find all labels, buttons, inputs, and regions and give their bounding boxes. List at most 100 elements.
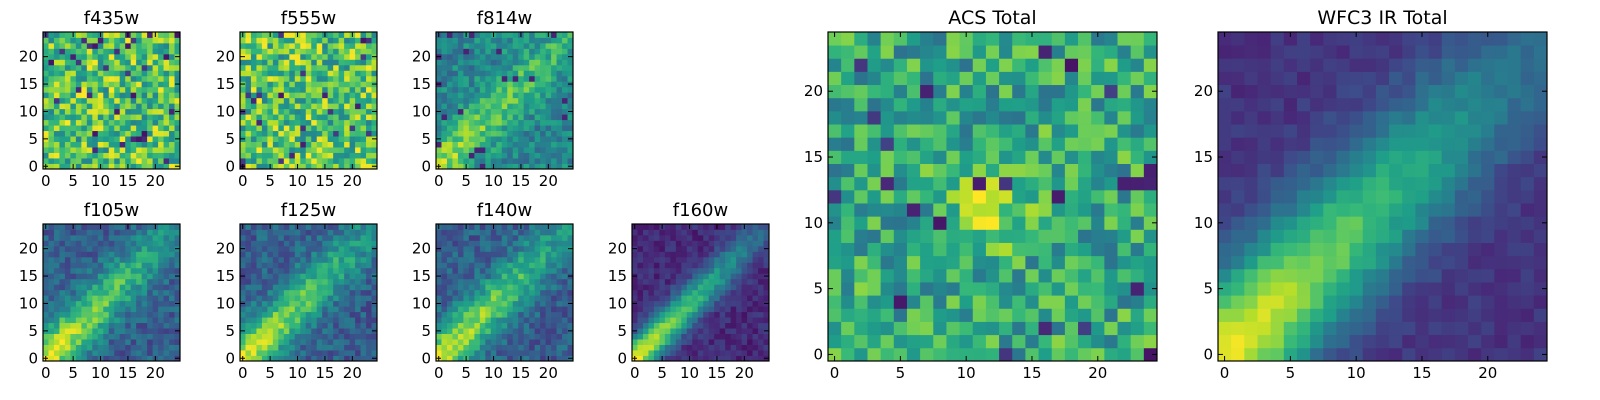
heatmap-cell bbox=[250, 163, 257, 170]
heatmap-cell bbox=[828, 216, 842, 230]
heatmap-cell bbox=[92, 81, 99, 88]
heatmap-cell bbox=[322, 229, 329, 236]
heatmap-cell bbox=[141, 267, 148, 274]
heatmap-cell bbox=[97, 59, 104, 66]
heatmap-cell bbox=[697, 245, 704, 252]
heatmap-cell bbox=[300, 306, 307, 313]
heatmap-cell bbox=[75, 48, 82, 55]
heatmap-cell bbox=[53, 278, 60, 285]
heatmap-cell bbox=[114, 158, 121, 164]
heatmap-cell bbox=[708, 289, 715, 296]
heatmap-cell bbox=[250, 81, 257, 88]
heatmap-cell bbox=[158, 32, 164, 38]
heatmap-cell bbox=[327, 339, 334, 345]
heatmap-cell bbox=[703, 328, 710, 334]
heatmap-cell bbox=[289, 311, 296, 318]
heatmap-cell bbox=[272, 350, 279, 356]
heatmap-cell bbox=[119, 317, 126, 324]
heatmap-cell bbox=[562, 125, 568, 132]
heatmap-cell bbox=[468, 158, 475, 164]
heatmap-cell bbox=[327, 158, 334, 164]
heatmap-cell bbox=[648, 278, 655, 285]
heatmap-cell bbox=[53, 103, 60, 110]
heatmap-cell bbox=[272, 103, 279, 110]
heatmap-cell bbox=[747, 300, 753, 307]
heatmap-cell bbox=[485, 224, 492, 230]
heatmap-cell bbox=[322, 64, 329, 71]
heatmap-cell bbox=[562, 295, 568, 302]
heatmap-cell bbox=[946, 347, 960, 362]
heatmap-cell bbox=[366, 295, 372, 302]
heatmap-cell bbox=[327, 70, 334, 77]
heatmap-cell bbox=[999, 347, 1013, 362]
heatmap-cell bbox=[316, 130, 323, 137]
heatmap-cell bbox=[485, 152, 492, 159]
heatmap-cell bbox=[446, 59, 453, 66]
heatmap-cell bbox=[719, 234, 726, 241]
heatmap-cell bbox=[441, 273, 448, 280]
heatmap-cell bbox=[741, 344, 748, 351]
heatmap-cell bbox=[70, 125, 77, 132]
heatmap-cell bbox=[141, 256, 148, 263]
heatmap-cell bbox=[349, 344, 356, 351]
heatmap-cell bbox=[436, 125, 442, 132]
heatmap-cell bbox=[854, 163, 868, 178]
heatmap-cell bbox=[933, 216, 947, 230]
heatmap-cell bbox=[457, 81, 464, 88]
heatmap-cell bbox=[338, 289, 345, 296]
heatmap-cell bbox=[371, 48, 378, 55]
heatmap-cell bbox=[43, 344, 49, 351]
heatmap-cell bbox=[512, 306, 519, 313]
heatmap-cell bbox=[316, 59, 323, 66]
heatmap-cell bbox=[256, 317, 263, 324]
heatmap-cell bbox=[333, 59, 340, 66]
heatmap-cell bbox=[355, 240, 361, 247]
heatmap-cell bbox=[681, 311, 688, 318]
heatmap-cell bbox=[529, 284, 536, 291]
heatmap-cell bbox=[97, 136, 104, 142]
heatmap-cell bbox=[474, 158, 481, 164]
heatmap-cell bbox=[736, 256, 742, 263]
heatmap-cell bbox=[741, 339, 748, 345]
heatmap-cell bbox=[752, 262, 759, 269]
heatmap-cell bbox=[512, 224, 519, 230]
heatmap-cell bbox=[906, 242, 921, 257]
heatmap-cell bbox=[675, 344, 682, 351]
heatmap-cell bbox=[714, 229, 721, 236]
heatmap-cell bbox=[725, 317, 732, 324]
heatmap-cell bbox=[97, 333, 104, 340]
heatmap-cell bbox=[366, 103, 372, 110]
heatmap-cell bbox=[567, 42, 574, 49]
heatmap-cell bbox=[103, 103, 110, 110]
heatmap-cell bbox=[659, 284, 666, 291]
heatmap-cell bbox=[114, 234, 121, 241]
heatmap-cell bbox=[567, 114, 574, 121]
heatmap-cell bbox=[147, 322, 153, 329]
heatmap-cell bbox=[294, 278, 301, 285]
heatmap-cell bbox=[371, 229, 378, 236]
x-tick-label: 0 bbox=[434, 364, 444, 382]
heatmap-cell bbox=[250, 267, 257, 274]
heatmap-cell bbox=[632, 317, 638, 324]
heatmap-cell bbox=[256, 289, 263, 296]
heatmap-cell bbox=[349, 136, 356, 142]
heatmap-cell bbox=[141, 152, 148, 159]
heatmap-cell bbox=[174, 37, 181, 44]
heatmap-cell bbox=[479, 355, 486, 362]
heatmap-cell bbox=[283, 311, 290, 318]
heatmap-cell bbox=[59, 53, 66, 60]
heatmap-cell bbox=[267, 339, 274, 345]
heatmap-cell bbox=[338, 350, 345, 356]
heatmap-cell bbox=[653, 333, 660, 340]
heatmap-cell bbox=[86, 322, 93, 329]
heatmap-cell bbox=[551, 273, 557, 280]
heatmap-cell bbox=[163, 64, 170, 71]
heatmap-cell bbox=[540, 48, 546, 55]
heatmap-cell bbox=[114, 245, 121, 252]
heatmap-cell bbox=[349, 70, 356, 77]
heatmap-cell bbox=[457, 328, 464, 334]
heatmap-cell bbox=[327, 81, 334, 88]
heatmap-cell bbox=[540, 317, 546, 324]
heatmap-cell bbox=[551, 256, 557, 263]
heatmap-cell bbox=[267, 97, 274, 104]
